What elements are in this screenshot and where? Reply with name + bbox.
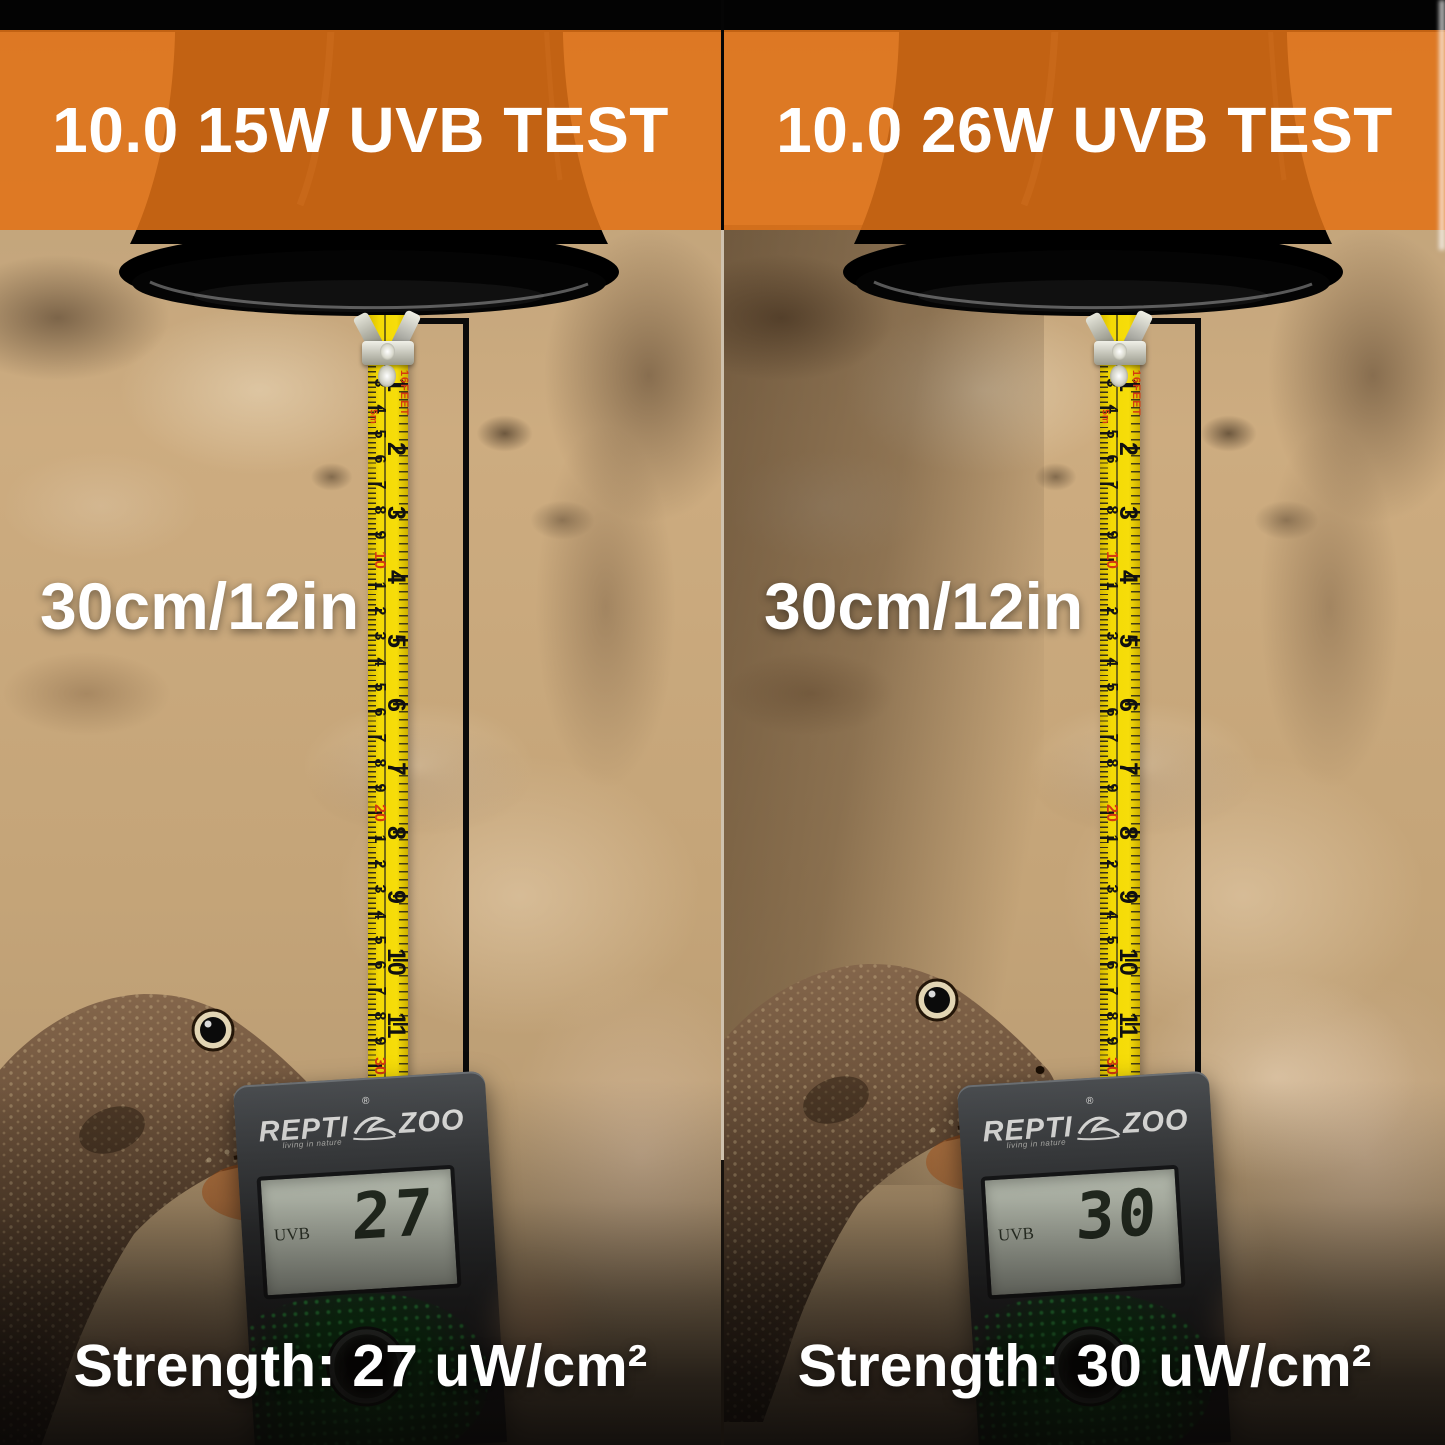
tape-meters-marking: 5m (1099, 409, 1111, 424)
tape-scale-number: 2 (1114, 442, 1142, 456)
tape-scale-number: 4 (1114, 570, 1142, 584)
tape-scale-number: 11 (1114, 1012, 1142, 1039)
tape-clip (352, 309, 422, 393)
tape-scale-number: 7 (371, 480, 388, 489)
test-title-banner: 10.0 26W UVB TEST (724, 30, 1445, 230)
tape-scale-number: 30 (371, 1057, 388, 1076)
inch-major-ticks (393, 383, 408, 1105)
tape-scale-number: 7 (1103, 480, 1120, 489)
tape-scale-number: 6 (1114, 698, 1142, 712)
distance-bracket (1138, 318, 1201, 1096)
distance-bracket (406, 318, 469, 1096)
test-title: 10.0 26W UVB TEST (776, 94, 1393, 166)
lamp-photo-top-edge (724, 0, 1445, 32)
tape-scale-number: 11 (382, 1012, 410, 1039)
test-title: 10.0 15W UVB TEST (52, 94, 669, 166)
distance-label: 30cm/12in (764, 569, 1084, 643)
test-title-banner: 10.0 15W UVB TEST (0, 30, 721, 230)
tape-scale-number: 8 (1114, 826, 1142, 840)
tape-scale-number: 8 (382, 826, 410, 840)
tape-scale-number: 9 (371, 530, 388, 540)
bottom-shadow-vignette (0, 1080, 721, 1445)
tape-scale-number: 10 (382, 948, 410, 976)
tape-scale-number: 5 (382, 634, 410, 648)
tape-scale-number: 2 (371, 606, 388, 616)
tape-scale-number: 3 (1114, 506, 1142, 520)
tape-scale-number: 2 (1103, 606, 1120, 616)
clip-rivet-top (380, 343, 395, 360)
tape-scale-number: 5 (371, 935, 388, 945)
test-panel-26w: 10.0 26W UVB TEST 2345678910123456789201… (724, 0, 1445, 1445)
tape-scale-number: 9 (1114, 890, 1142, 904)
clip-rivet-top (1112, 343, 1127, 360)
tape-scale-number: 4 (382, 570, 410, 584)
tape-meters-marking: 5m (367, 409, 379, 424)
tape-center-line (1116, 315, 1118, 1107)
tape-clip (1084, 309, 1154, 393)
tape-scale-number: 3 (382, 506, 410, 520)
distance-label: 30cm/12in (40, 569, 360, 643)
tape-scale-number: 2 (1103, 859, 1120, 869)
tape-scale-number: 7 (371, 733, 388, 742)
tape-scale-number: 5 (1103, 935, 1120, 945)
tape-scale-number: 7 (1114, 762, 1142, 776)
tape-scale-number: 7 (382, 762, 410, 776)
lizard-nostril (1035, 1066, 1045, 1074)
edge-highlight-streak (1439, 0, 1445, 250)
tape-scale-number: 2 (382, 442, 410, 456)
tape-scale-number: 9 (1103, 530, 1120, 540)
tape-center-line (384, 315, 386, 1107)
tape-scale-number: 9 (382, 890, 410, 904)
tape-scale-number: 4 (1103, 657, 1120, 667)
tape-scale-number: 30 (1103, 1057, 1120, 1076)
tape-scale-number: 5 (1114, 634, 1142, 648)
bottom-shadow-vignette (724, 1080, 1445, 1445)
lamp-photo-top-edge (0, 0, 721, 32)
tape-scale-number: 2 (371, 859, 388, 869)
inch-major-ticks (1125, 383, 1140, 1105)
measuring-tape: 23456789101234567892012345678930 1234567… (1084, 309, 1154, 1107)
tape-scale-number: 7 (371, 986, 388, 995)
tape-scale-number: 7 (1103, 733, 1120, 742)
test-panel-15w: 10.0 15W UVB TEST 2345678910123456789201… (0, 0, 721, 1445)
measuring-tape: 23456789101234567892012345678930 1234567… (352, 309, 422, 1107)
inch-minor-ticks (1131, 383, 1140, 1105)
inch-minor-ticks (399, 383, 408, 1105)
tape-scale-number: 10 (1114, 948, 1142, 976)
tape-scale-number: 6 (382, 698, 410, 712)
tape-scale-number: 4 (371, 657, 388, 667)
clip-rivet-bottom (1110, 365, 1128, 387)
strength-label: Strength: 27 uW/cm² (73, 1333, 648, 1399)
tape-scale-number: 7 (1103, 986, 1120, 995)
strength-label: Strength: 30 uW/cm² (797, 1333, 1372, 1399)
panel-divider (721, 0, 724, 1445)
clip-rivet-bottom (378, 365, 396, 387)
